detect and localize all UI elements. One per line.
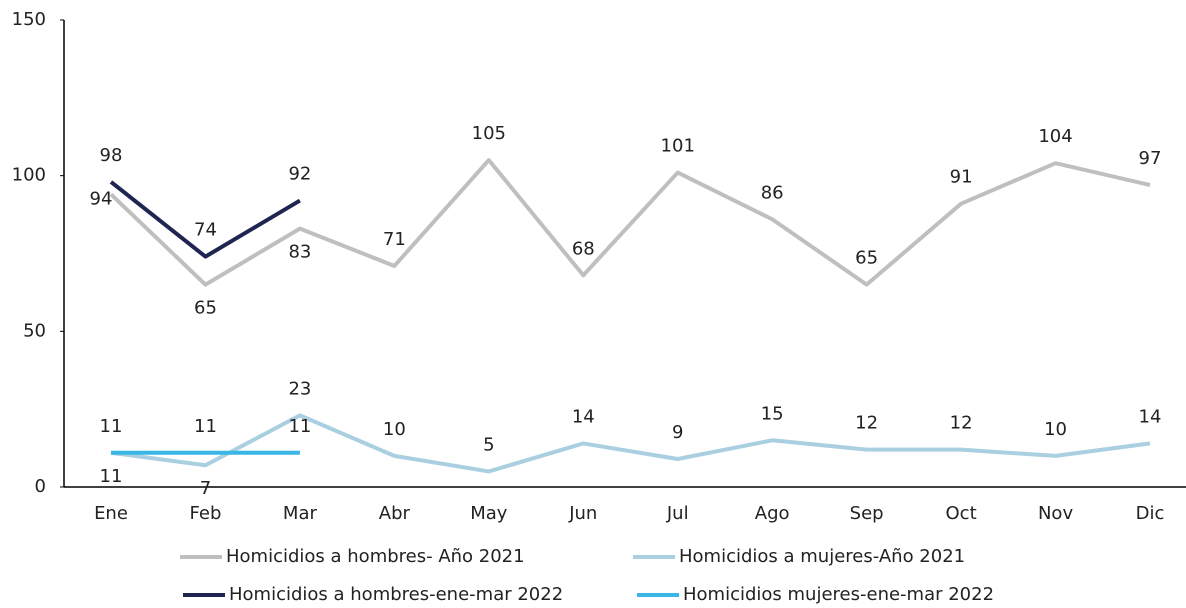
data-label: 86 <box>761 182 784 203</box>
data-label: 23 <box>288 378 311 399</box>
data-label: 91 <box>950 167 973 188</box>
x-tick-label: Mar <box>283 503 318 524</box>
data-label: 9 <box>672 422 683 443</box>
x-tick-label: Ene <box>94 503 128 524</box>
data-label: 105 <box>472 123 506 144</box>
data-label: 15 <box>761 403 784 424</box>
data-label: 7 <box>200 478 211 499</box>
data-label: 98 <box>100 145 123 166</box>
legend-label: Homicidios a hombres- Año 2021 <box>226 546 525 567</box>
x-tick-label: Nov <box>1038 503 1073 524</box>
data-label: 71 <box>383 229 406 250</box>
y-tick-label: 150 <box>12 9 46 30</box>
data-label: 14 <box>572 406 595 427</box>
data-label: 12 <box>855 413 878 434</box>
data-label: 12 <box>950 413 973 434</box>
data-label: 101 <box>661 136 695 157</box>
data-label: 83 <box>288 242 311 263</box>
data-label: 74 <box>194 220 217 241</box>
legend-label: Homicidios a mujeres-Año 2021 <box>679 546 965 567</box>
legend-label: Homicidios mujeres-ene-mar 2022 <box>683 584 994 604</box>
data-label: 97 <box>1139 148 1162 169</box>
data-label: 11 <box>100 466 123 487</box>
data-label: 10 <box>1044 419 1067 440</box>
data-label: 11 <box>100 416 123 437</box>
y-tick-label: 50 <box>23 320 46 341</box>
y-tick-label: 0 <box>35 476 46 497</box>
x-tick-label: Oct <box>946 503 977 524</box>
data-label: 11 <box>194 416 217 437</box>
data-label: 65 <box>194 298 217 319</box>
x-tick-label: Abr <box>379 503 411 524</box>
x-tick-label: Ago <box>755 503 790 524</box>
data-label: 10 <box>383 419 406 440</box>
data-label: 14 <box>1139 406 1162 427</box>
x-tick-label: Sep <box>850 503 884 524</box>
data-label: 68 <box>572 238 595 259</box>
series-line <box>110 413 1151 474</box>
x-tick-label: Jun <box>568 503 597 524</box>
data-label: 65 <box>855 248 878 269</box>
legend-label: Homicidios a hombres-ene-mar 2022 <box>229 584 563 604</box>
data-label: 92 <box>288 164 311 185</box>
data-label: 94 <box>90 188 113 209</box>
data-label: 5 <box>483 434 494 455</box>
data-label: 11 <box>288 416 311 437</box>
series-line <box>109 158 1151 287</box>
x-tick-label: Jul <box>666 503 689 524</box>
x-tick-label: Dic <box>1136 503 1165 524</box>
x-tick-label: Feb <box>190 503 222 524</box>
series-line <box>109 180 301 259</box>
data-label: 104 <box>1038 126 1072 147</box>
x-tick-label: May <box>470 503 508 524</box>
y-tick-label: 100 <box>12 165 46 186</box>
